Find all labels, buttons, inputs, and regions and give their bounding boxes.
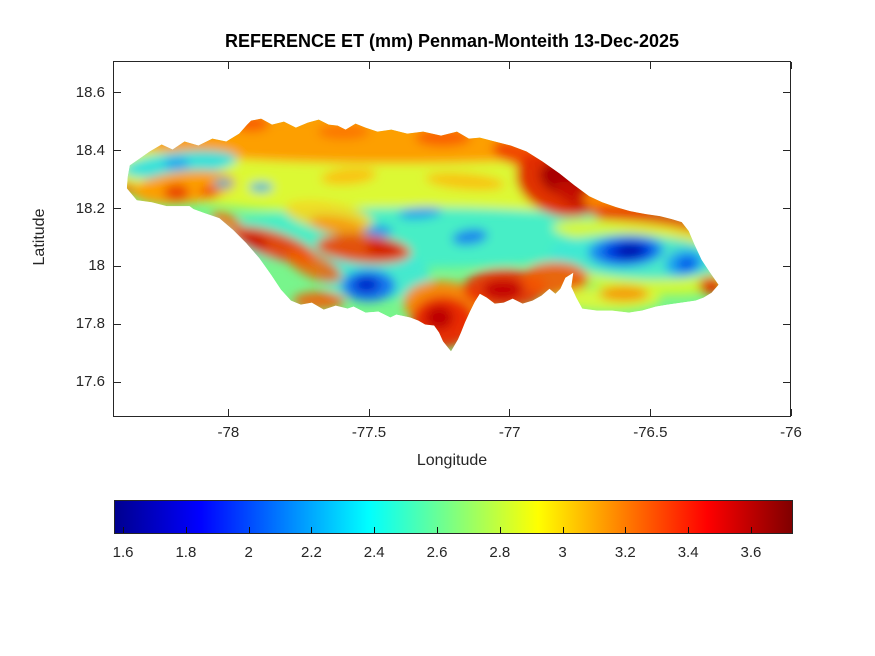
colorbar-tick-label: 3 [558, 544, 567, 561]
colorbar-tick-mark [562, 527, 564, 533]
contour-blob [616, 243, 644, 258]
y-tick-label: 18.4 [75, 141, 105, 159]
colorbar-tick-mark [688, 527, 690, 533]
y-tick-mark [783, 150, 790, 152]
contour-blob [353, 276, 380, 293]
colorbar-tick-mark [625, 527, 627, 533]
colorbar-tick-label: 1.6 [112, 544, 134, 561]
island-contour-map [126, 118, 719, 352]
contour-blob [213, 178, 234, 189]
contour-blob [320, 168, 377, 185]
contour-blob [425, 172, 505, 190]
colorbar-tick-label: 2.8 [489, 544, 511, 561]
y-tick-label: 17.6 [75, 373, 105, 391]
x-tick-mark [649, 62, 651, 69]
y-tick-mark [114, 265, 121, 267]
x-tick-label: -77 [498, 424, 521, 441]
y-tick-mark [783, 92, 790, 94]
island-clip-group [126, 118, 719, 352]
x-tick-mark [227, 62, 229, 69]
y-tick-mark [783, 323, 790, 325]
contour-blob [364, 225, 393, 238]
colorbar-gradient [114, 500, 793, 534]
contour-blob [425, 305, 453, 330]
colorbar-tick-label: 2 [244, 544, 253, 561]
x-tick-mark [227, 409, 229, 416]
colorbar-tick-mark [248, 527, 250, 533]
x-tick-mark [368, 62, 370, 69]
contour-blob [163, 184, 190, 201]
contour-blob [398, 206, 442, 220]
x-tick-label: -76 [780, 424, 802, 441]
y-tick-mark [783, 208, 790, 210]
colorbar-tick-mark [311, 527, 313, 533]
contour-blob [309, 215, 369, 237]
y-tick-mark [114, 323, 121, 325]
x-tick-label: -77.5 [351, 424, 387, 441]
colorbar-tick-mark [437, 527, 439, 533]
colorbar-tick-label: 1.8 [175, 544, 197, 561]
colorbar-tick-label: 2.4 [363, 544, 385, 561]
x-axis-label: Longitude [416, 452, 488, 469]
plot-area [113, 61, 791, 417]
colorbar-tick-mark [374, 527, 376, 533]
contour-blob [249, 182, 274, 193]
contour-blob [522, 261, 589, 296]
y-tick-mark [783, 265, 790, 267]
y-tick-mark [114, 381, 121, 383]
colorbar-tick-mark [499, 527, 501, 533]
colorbar-tick-label: 3.4 [677, 544, 699, 561]
contour-blob [286, 249, 342, 283]
contour-blob [365, 239, 402, 256]
y-tick-mark [783, 381, 790, 383]
y-tick-label: 17.8 [75, 315, 105, 333]
contour-blob [698, 276, 719, 295]
x-tick-label: -78 [217, 424, 240, 441]
contour-blob [452, 228, 488, 246]
x-tick-mark [649, 409, 651, 416]
x-tick-mark [368, 409, 370, 416]
x-tick-mark [790, 62, 792, 69]
contour-blob [163, 157, 190, 170]
y-tick-mark [114, 208, 121, 210]
colorbar-tick-mark [123, 527, 125, 533]
colorbar-tick-label: 3.2 [614, 544, 636, 561]
y-tick-mark [114, 92, 121, 94]
contour-blob [292, 291, 345, 310]
x-tick-label: -76.5 [633, 424, 668, 441]
contour-blob [126, 182, 135, 195]
contour-blob [676, 256, 697, 271]
contour-blob [199, 185, 220, 200]
colorbar-tick-label: 2.6 [426, 544, 448, 561]
x-tick-mark [509, 409, 511, 416]
figure-title: REFERENCE ET (mm) Penman-Monteith 13-Dec… [224, 31, 680, 51]
y-tick-label: 18.2 [75, 199, 105, 217]
x-tick-mark [790, 409, 792, 416]
y-tick-label: 18 [88, 257, 105, 275]
contour-blob [233, 118, 270, 132]
colorbar-tick-label: 3.6 [740, 544, 762, 561]
y-tick-label: 18.6 [75, 83, 105, 101]
contour-blob [415, 128, 471, 147]
colorbar-tick-mark [750, 527, 752, 533]
colorbar-tick-label: 2.2 [301, 544, 322, 561]
contour-blob [599, 285, 649, 302]
colorbar-tick-mark [185, 527, 187, 533]
contour-blob [482, 279, 523, 300]
x-tick-mark [509, 62, 511, 69]
contour-blob [317, 123, 370, 140]
y-tick-mark [114, 150, 121, 152]
